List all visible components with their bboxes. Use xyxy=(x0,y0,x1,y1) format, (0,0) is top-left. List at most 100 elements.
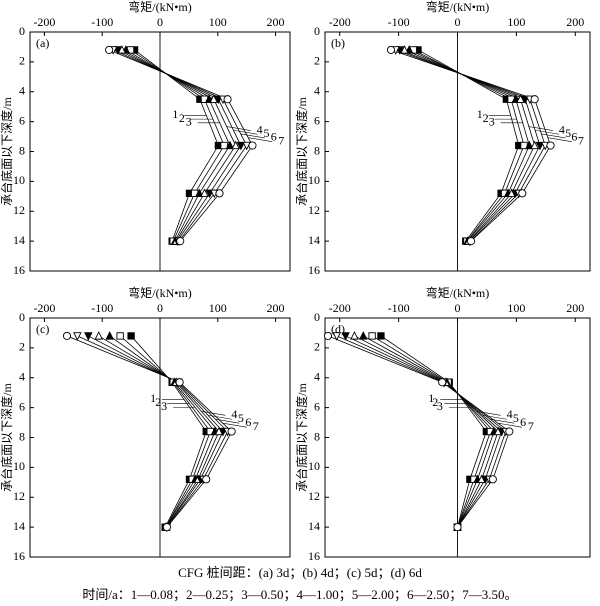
y-tick-label: 4 xyxy=(314,370,320,384)
marker xyxy=(368,332,376,340)
x-axis-title: 弯矩/(kN•m) xyxy=(426,285,490,300)
y-tick-label: 6 xyxy=(314,399,320,413)
y-tick-label: 4 xyxy=(19,84,25,98)
y-tick-label: 6 xyxy=(314,113,320,127)
series-label: 7 xyxy=(578,133,584,147)
leader-line xyxy=(482,414,507,420)
series-label: 1 xyxy=(428,391,434,405)
marker xyxy=(73,332,82,341)
series-label: 4 xyxy=(231,407,237,421)
series-label: 1 xyxy=(477,107,483,121)
x-axis-title: 弯矩/(kN•m) xyxy=(128,0,192,14)
panel-label: (c) xyxy=(36,322,49,336)
x-tick-label: 200 xyxy=(566,301,584,315)
y-tick-label: 12 xyxy=(308,203,320,217)
x-tick-label: -200 xyxy=(329,301,351,315)
leader-line xyxy=(541,133,566,139)
marker xyxy=(202,475,211,484)
y-tick-label: 8 xyxy=(314,429,320,443)
series-label: 1 xyxy=(150,391,156,405)
marker xyxy=(530,95,539,104)
marker xyxy=(105,331,114,340)
marker xyxy=(231,140,240,150)
series-line xyxy=(380,335,487,528)
caption: CFG 桩间距：(a) 3d；(b) 4d；(c) 5d；(d) 6d xyxy=(178,565,422,581)
x-tick-label: 100 xyxy=(209,301,227,315)
y-tick-label: 14 xyxy=(13,519,25,533)
y-tick-label: 10 xyxy=(308,459,320,473)
y-tick-label: 8 xyxy=(19,143,25,157)
y-tick-label: 2 xyxy=(314,340,320,354)
y-tick-label: 12 xyxy=(13,203,25,217)
marker xyxy=(530,140,539,150)
x-tick-label: 100 xyxy=(507,301,525,315)
marker xyxy=(62,331,72,340)
marker xyxy=(225,140,235,150)
y-tick-label: 6 xyxy=(19,113,25,127)
marker xyxy=(438,378,447,387)
leader-line xyxy=(222,422,247,428)
series-line xyxy=(417,49,520,242)
panel-label: (b) xyxy=(331,36,345,50)
y-tick-label: 0 xyxy=(19,310,25,324)
y-axis-title: 承台底面以下深度/m xyxy=(0,383,14,492)
marker xyxy=(488,475,497,484)
x-tick-label: -100 xyxy=(91,301,113,315)
y-tick-label: 2 xyxy=(314,54,320,68)
x-tick-label: -200 xyxy=(329,15,351,29)
x-tick-label: 0 xyxy=(455,301,461,315)
y-tick-label: 0 xyxy=(314,24,320,38)
x-tick-label: 200 xyxy=(267,15,285,29)
marker xyxy=(127,332,135,340)
leader-line xyxy=(240,133,265,139)
series-label: 6 xyxy=(271,130,277,144)
leader-line xyxy=(535,129,560,135)
series-label: 3 xyxy=(489,115,495,129)
y-tick-label: 10 xyxy=(13,459,25,473)
series-label: 1 xyxy=(172,107,178,121)
y-axis-title: 承台底面以下深度/m xyxy=(294,97,309,206)
y-tick-label: 8 xyxy=(19,429,25,443)
y-axis-title: 承台底面以下深度/m xyxy=(0,97,14,206)
series-label: 3 xyxy=(161,399,167,413)
series-label: 2 xyxy=(483,111,489,125)
marker xyxy=(175,378,184,387)
leader-line xyxy=(226,126,251,131)
series-label: 6 xyxy=(520,415,526,429)
marker xyxy=(84,332,93,341)
series-label: 7 xyxy=(528,419,534,433)
x-tick-label: 0 xyxy=(157,15,163,29)
series-label: 4 xyxy=(559,122,565,136)
series-label: 5 xyxy=(513,411,519,425)
marker xyxy=(546,141,555,150)
series-line xyxy=(336,335,507,528)
series-line xyxy=(119,335,211,528)
marker xyxy=(94,331,104,340)
marker xyxy=(516,94,525,103)
y-tick-label: 14 xyxy=(308,519,320,533)
marker xyxy=(377,332,385,340)
y-tick-label: 2 xyxy=(19,54,25,68)
marker xyxy=(116,332,124,340)
series-label: 4 xyxy=(507,407,513,421)
marker xyxy=(215,189,224,198)
x-tick-label: -100 xyxy=(388,15,410,29)
y-tick-label: 16 xyxy=(13,263,25,277)
marker xyxy=(227,427,236,436)
leader-line xyxy=(248,137,273,142)
y-axis-title: 承台底面以下深度/m xyxy=(294,383,309,492)
series-label: 3 xyxy=(186,115,192,129)
y-tick-label: 14 xyxy=(13,233,25,247)
y-tick-label: 12 xyxy=(13,489,25,503)
y-tick-label: 16 xyxy=(13,549,25,563)
marker xyxy=(466,237,476,246)
x-tick-label: 0 xyxy=(455,15,461,29)
y-tick-label: 8 xyxy=(314,143,320,157)
series-label: 7 xyxy=(278,133,284,147)
y-tick-label: 10 xyxy=(308,173,320,187)
x-tick-label: 0 xyxy=(157,301,163,315)
marker xyxy=(518,189,527,198)
series-line xyxy=(98,335,220,528)
y-tick-label: 4 xyxy=(314,84,320,98)
